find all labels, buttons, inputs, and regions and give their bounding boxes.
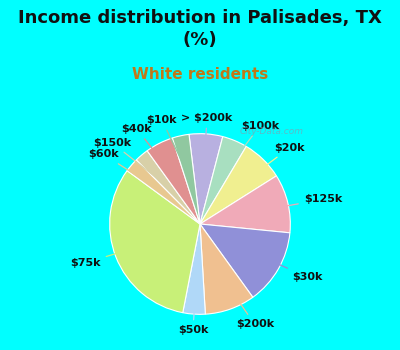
Wedge shape <box>183 224 205 314</box>
Text: $150k: $150k <box>93 138 168 187</box>
Wedge shape <box>147 138 200 224</box>
Wedge shape <box>127 160 200 224</box>
Text: $50k: $50k <box>178 274 208 335</box>
Text: $10k: $10k <box>147 115 189 176</box>
Text: City-Data.com: City-Data.com <box>240 127 304 136</box>
Text: $30k: $30k <box>243 248 323 282</box>
Wedge shape <box>200 176 290 233</box>
Text: $40k: $40k <box>121 124 177 180</box>
Text: $200k: $200k <box>217 271 274 329</box>
Wedge shape <box>200 224 290 297</box>
Wedge shape <box>200 224 253 314</box>
Wedge shape <box>200 136 246 224</box>
Wedge shape <box>110 171 200 313</box>
Text: $125k: $125k <box>248 195 342 213</box>
Wedge shape <box>172 134 200 224</box>
Text: $20k: $20k <box>235 143 305 189</box>
Wedge shape <box>136 151 200 224</box>
Text: $75k: $75k <box>70 242 154 268</box>
Wedge shape <box>189 134 223 224</box>
Text: > $200k: > $200k <box>182 113 233 174</box>
Text: $60k: $60k <box>88 149 162 192</box>
Text: $100k: $100k <box>220 121 279 178</box>
Wedge shape <box>200 146 276 224</box>
Text: White residents: White residents <box>132 67 268 82</box>
Text: Income distribution in Palisades, TX
(%): Income distribution in Palisades, TX (%) <box>18 9 382 49</box>
